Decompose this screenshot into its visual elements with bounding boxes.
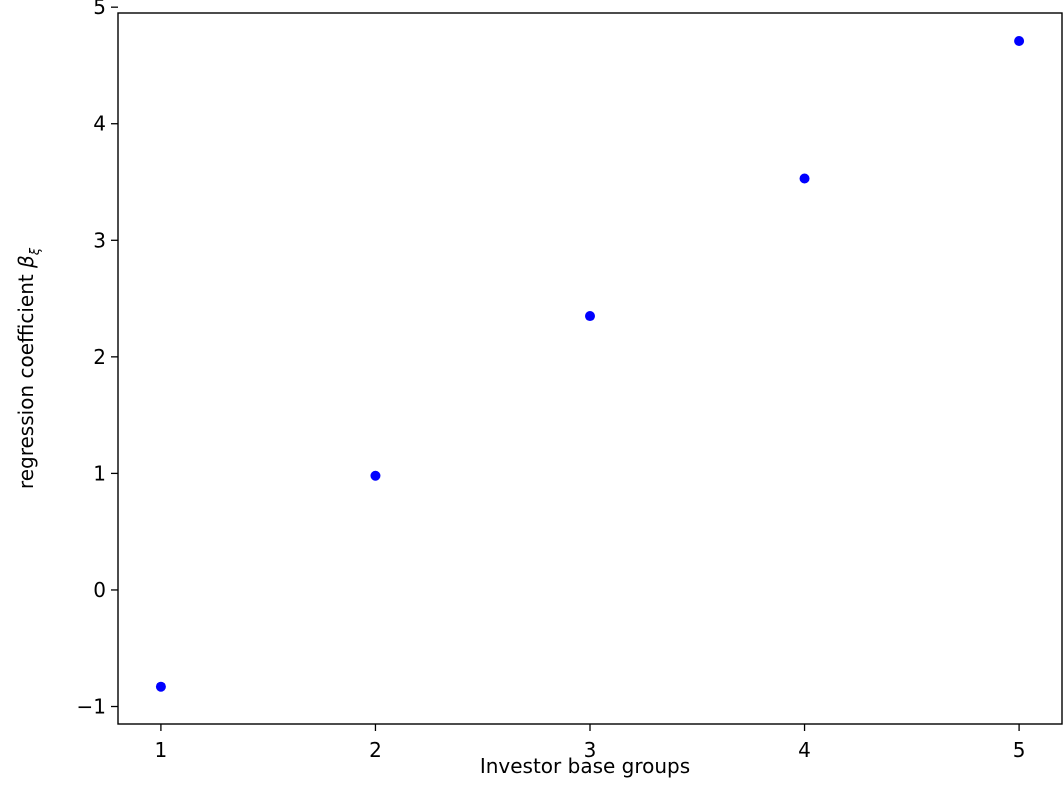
x-tick-label: 2 (369, 738, 382, 762)
y-axis-ticks: −1 0 1 2 3 4 5 (77, 0, 118, 719)
y-tick-label: −1 (77, 695, 106, 719)
x-tick-label: 1 (155, 738, 168, 762)
y-axis-label-subscript: ξ (28, 247, 43, 256)
y-tick-label: 1 (93, 461, 106, 485)
x-tick-label: 5 (1013, 738, 1026, 762)
data-point (370, 470, 381, 481)
x-axis-label: Investor base groups (480, 754, 690, 778)
x-tick-label: 4 (798, 738, 811, 762)
y-axis-label-text: regression coefficient (14, 268, 38, 489)
data-point (585, 311, 595, 322)
x-tick-label: 3 (584, 738, 597, 762)
x-axis-ticks: 1 2 3 4 5 (155, 724, 1026, 762)
data-points (155, 35, 1025, 692)
y-tick-label: 5 (93, 0, 106, 19)
y-tick-label: 3 (93, 228, 106, 252)
data-point (1014, 35, 1025, 46)
data-point (155, 681, 166, 692)
y-tick-label: 2 (93, 345, 106, 369)
y-axis-label-symbol: β (14, 255, 38, 269)
y-tick-label: 4 (93, 112, 106, 136)
y-axis-label: regression coefficient βξ (14, 247, 43, 489)
plot-area-frame (117, 12, 1063, 725)
data-point (799, 173, 810, 184)
y-tick-label: 0 (93, 578, 106, 602)
